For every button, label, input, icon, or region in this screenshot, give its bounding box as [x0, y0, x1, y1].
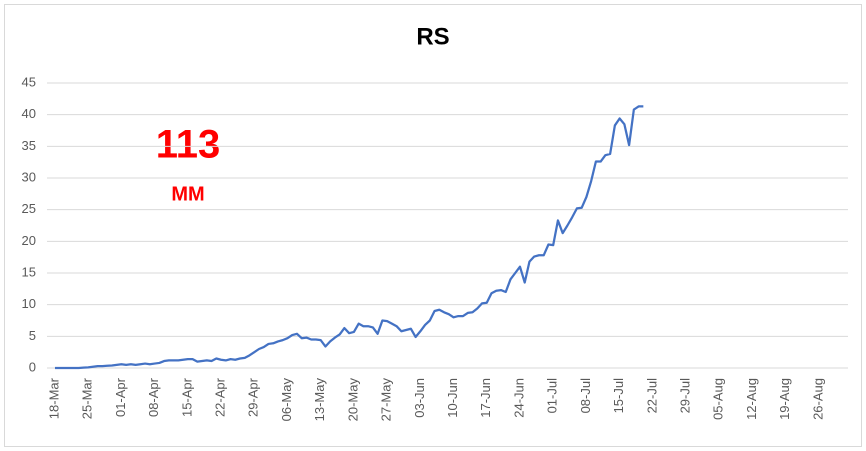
x-tick-label: 13-May	[312, 378, 327, 422]
y-tick-label: 40	[22, 106, 36, 121]
x-tick-label: 27-May	[379, 378, 394, 422]
y-tick-label: 10	[22, 296, 36, 311]
y-tick-label: 35	[22, 138, 36, 153]
y-tick-label: 15	[22, 264, 36, 279]
x-tick-label: 19-Aug	[777, 378, 792, 420]
x-tick-label: 08-Jul	[578, 378, 593, 414]
x-tick-label: 03-Jun	[412, 378, 427, 418]
x-tick-label: 22-Jul	[644, 378, 659, 414]
annotation-number: 113	[156, 123, 221, 167]
x-tick-label: 29-Apr	[246, 377, 261, 417]
x-tick-label: 15-Jul	[611, 378, 626, 414]
y-tick-label: 45	[22, 74, 36, 89]
chart-title: RS	[416, 23, 449, 50]
x-tick-label: 15-Apr	[179, 377, 194, 417]
x-tick-label: 26-Aug	[810, 378, 825, 420]
x-tick-label: 20-May	[345, 378, 360, 422]
x-tick-label: 06-May	[279, 378, 294, 422]
annotation-unit: MM	[171, 183, 204, 205]
x-tick-label: 08-Apr	[146, 377, 161, 417]
y-tick-label: 5	[29, 328, 36, 343]
x-tick-label: 10-Jun	[445, 378, 460, 418]
x-tick-label: 29-Jul	[677, 378, 692, 414]
x-tick-label: 17-Jun	[478, 378, 493, 418]
x-tick-label: 01-Jul	[545, 378, 560, 414]
y-tick-label: 25	[22, 201, 36, 216]
x-tick-label: 25-Mar	[80, 377, 95, 419]
x-tick-label: 22-Apr	[212, 377, 227, 417]
x-tick-label: 18-Mar	[46, 377, 61, 419]
x-tick-label: 12-Aug	[744, 378, 759, 420]
chart-border	[4, 4, 862, 447]
x-tick-label: 01-Apr	[113, 377, 128, 417]
y-tick-label: 30	[22, 169, 36, 184]
x-tick-label: 24-Jun	[511, 378, 526, 418]
y-tick-label: 0	[29, 359, 36, 374]
x-tick-label: 05-Aug	[711, 378, 726, 420]
data-line	[54, 105, 644, 370]
y-tick-label: 20	[22, 233, 36, 248]
